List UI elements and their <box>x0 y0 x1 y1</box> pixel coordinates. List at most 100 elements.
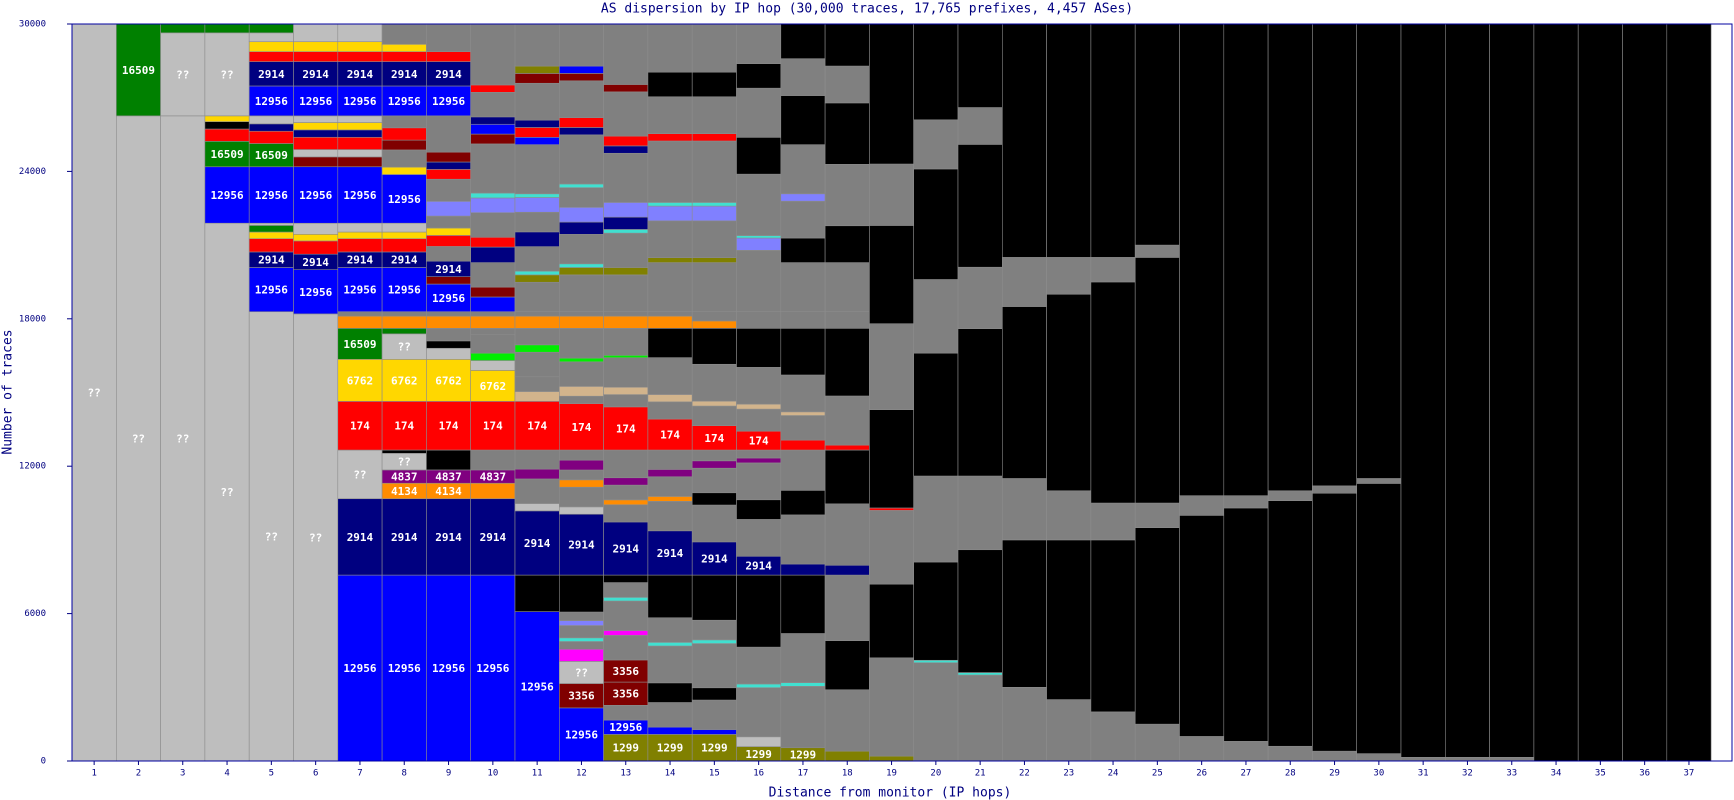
segment <box>514 144 560 195</box>
segment <box>470 84 516 93</box>
segment <box>1622 23 1668 762</box>
segment <box>647 726 693 735</box>
segment <box>691 400 737 407</box>
segment <box>293 23 339 43</box>
segment <box>647 23 693 73</box>
segment-label: 2914 <box>701 552 728 565</box>
segment <box>691 729 737 735</box>
segment <box>1090 539 1136 713</box>
segment <box>470 92 516 118</box>
segment <box>1179 495 1225 516</box>
segment <box>558 80 604 118</box>
segment <box>558 207 604 223</box>
segment <box>558 221 604 235</box>
segment <box>1134 527 1180 725</box>
segment <box>780 439 826 451</box>
segment <box>558 357 604 363</box>
segment <box>691 405 737 426</box>
segment-label: 2914 <box>391 531 418 544</box>
segment <box>603 582 649 598</box>
segment <box>160 23 206 34</box>
segment <box>337 129 383 138</box>
segment <box>691 202 737 207</box>
segment <box>869 510 915 585</box>
segment <box>1134 723 1180 762</box>
segment-label: 2914 <box>391 68 418 81</box>
segment <box>1489 23 1535 758</box>
segment <box>736 683 782 688</box>
x-tick-label: 25 <box>1152 769 1163 779</box>
segment <box>293 136 339 150</box>
segment <box>204 115 250 122</box>
segment-label: 2914 <box>391 254 418 267</box>
segment <box>337 156 383 168</box>
segment <box>736 367 782 405</box>
segment <box>337 122 383 131</box>
segment <box>293 313 339 762</box>
segment <box>558 683 604 709</box>
segment <box>293 41 339 52</box>
segment <box>780 682 826 687</box>
segment <box>647 682 693 703</box>
x-tick-label: 26 <box>1196 769 1207 779</box>
segment <box>71 23 117 762</box>
segment <box>426 151 471 163</box>
x-tick-label: 20 <box>930 769 941 779</box>
segment <box>1312 23 1358 487</box>
segment <box>558 127 604 136</box>
x-tick-label: 29 <box>1329 769 1340 779</box>
segment <box>470 286 516 298</box>
segment <box>691 460 737 469</box>
segment <box>824 395 870 446</box>
segment <box>426 328 471 342</box>
segment <box>736 250 782 313</box>
segment <box>691 574 737 621</box>
segment <box>691 328 737 365</box>
segment <box>691 363 737 402</box>
segment <box>426 169 471 180</box>
segment <box>957 549 1003 673</box>
segment <box>381 315 427 329</box>
segment-label: 12956 <box>255 284 288 297</box>
segment <box>1445 23 1490 758</box>
segment <box>1267 23 1313 492</box>
segment <box>691 467 737 494</box>
segment <box>736 137 782 175</box>
segment <box>647 71 693 98</box>
segment <box>337 23 383 43</box>
segment <box>647 734 693 762</box>
segment <box>1533 23 1579 762</box>
segment <box>293 240 339 255</box>
segment <box>514 328 560 346</box>
segment <box>957 144 1003 268</box>
segment <box>558 459 604 471</box>
segment <box>558 506 604 515</box>
segment <box>514 510 560 576</box>
segment <box>780 415 826 441</box>
segment <box>470 123 516 135</box>
segment <box>1356 753 1402 762</box>
segment <box>913 659 959 664</box>
segment <box>426 235 471 247</box>
segment <box>470 449 516 471</box>
segment <box>558 311 604 317</box>
segment-label: 6762 <box>391 374 418 387</box>
segment <box>691 734 737 762</box>
segment <box>514 197 560 213</box>
segment <box>647 702 693 728</box>
segment <box>558 267 604 276</box>
segment-label: 174 <box>350 420 370 433</box>
segment <box>248 225 294 233</box>
x-tick-label: 7 <box>357 769 362 779</box>
segment <box>647 449 693 470</box>
segment <box>160 115 206 762</box>
x-tick-label: 36 <box>1639 769 1650 779</box>
segment <box>381 149 427 168</box>
segment <box>647 202 693 207</box>
segment <box>824 23 870 67</box>
segment <box>381 498 427 576</box>
segment-label: ?? <box>132 432 145 445</box>
segment <box>293 51 339 62</box>
segment <box>470 574 516 762</box>
